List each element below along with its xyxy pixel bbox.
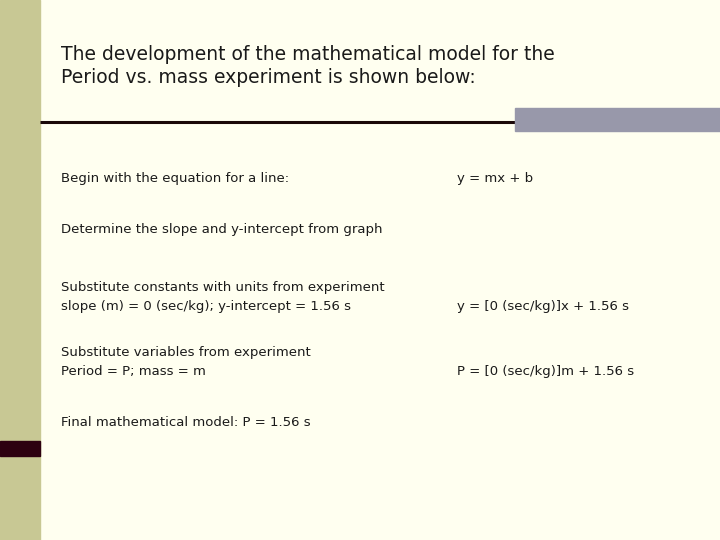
- Text: Final mathematical model: P = 1.56 s: Final mathematical model: P = 1.56 s: [61, 416, 311, 429]
- Text: The development of the mathematical model for the: The development of the mathematical mode…: [61, 44, 555, 64]
- Text: Substitute constants with units from experiment: Substitute constants with units from exp…: [61, 281, 384, 294]
- Text: Determine the slope and y-intercept from graph: Determine the slope and y-intercept from…: [61, 223, 383, 236]
- Text: y = [0 (sec/kg)]x + 1.56 s: y = [0 (sec/kg)]x + 1.56 s: [457, 300, 629, 313]
- Bar: [0, 0, 40, 540]
- Text: Period = P; mass = m: Period = P; mass = m: [61, 365, 206, 378]
- Text: P = [0 (sec/kg)]m + 1.56 s: P = [0 (sec/kg)]m + 1.56 s: [457, 365, 634, 378]
- Text: Begin with the equation for a line:: Begin with the equation for a line:: [61, 172, 289, 185]
- Bar: [515, 108, 720, 131]
- Text: slope (m) = 0 (sec/kg); y-intercept = 1.56 s: slope (m) = 0 (sec/kg); y-intercept = 1.…: [61, 300, 351, 313]
- Text: y = mx + b: y = mx + b: [457, 172, 534, 185]
- Bar: [0, 441, 40, 456]
- Text: Period vs. mass experiment is shown below:: Period vs. mass experiment is shown belo…: [61, 68, 476, 87]
- Text: Substitute variables from experiment: Substitute variables from experiment: [61, 346, 311, 359]
